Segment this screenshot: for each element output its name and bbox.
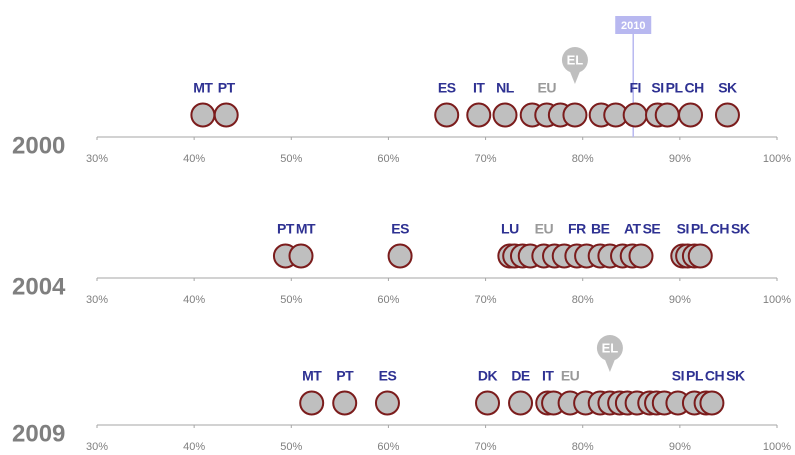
point-label: MT <box>193 80 213 96</box>
point-label: BE <box>591 221 610 237</box>
point-label: PL <box>666 80 684 96</box>
x-tick-label: 70% <box>475 294 497 306</box>
x-tick-label: 90% <box>669 153 691 165</box>
dot <box>492 102 518 128</box>
dot <box>714 102 740 128</box>
point-label: SI <box>651 80 663 96</box>
point-label: MT <box>296 221 316 237</box>
x-tick-label: 30% <box>86 441 108 453</box>
point-label: SK <box>726 368 745 384</box>
x-tick-label: 30% <box>86 153 108 165</box>
point-label: FR <box>568 221 586 237</box>
point-label: DE <box>511 368 530 384</box>
point-label: IT <box>542 368 554 384</box>
dot <box>562 102 588 128</box>
x-tick-label: 40% <box>183 294 205 306</box>
point-label: PL <box>691 221 709 237</box>
point-label: EU <box>561 368 580 384</box>
point-label: CH <box>685 80 705 96</box>
year-label: 2009 <box>12 420 65 447</box>
dot <box>654 102 680 128</box>
x-tick-label: 100% <box>763 441 791 453</box>
year-label: 2004 <box>12 273 66 300</box>
callout-pointer <box>568 69 581 84</box>
dot <box>475 390 501 416</box>
point-label: SE <box>643 221 661 237</box>
point-label: MT <box>302 368 322 384</box>
x-tick-label: 80% <box>572 294 594 306</box>
point-label: EU <box>535 221 554 237</box>
dot <box>299 390 325 416</box>
dot <box>190 102 216 128</box>
x-tick-label: 80% <box>572 153 594 165</box>
dot <box>699 390 725 416</box>
point-label: PT <box>336 368 354 384</box>
point-label: NL <box>496 80 515 96</box>
dot <box>332 390 358 416</box>
x-tick-label: 100% <box>763 153 791 165</box>
point-label: CH <box>710 221 730 237</box>
point-label: ES <box>438 80 456 96</box>
x-tick-label: 60% <box>377 294 399 306</box>
point-label: SK <box>731 221 750 237</box>
x-tick-label: 90% <box>669 294 691 306</box>
dot <box>466 102 492 128</box>
point-label: LU <box>501 221 519 237</box>
point-label: EU <box>538 80 557 96</box>
callout-label: EL <box>567 52 584 67</box>
dot <box>374 390 400 416</box>
callout-bubble <box>596 335 623 361</box>
point-label: ES <box>391 221 409 237</box>
point-label: PT <box>277 221 295 237</box>
dot <box>508 390 534 416</box>
dot <box>622 102 648 128</box>
x-tick-label: 60% <box>377 441 399 453</box>
dot <box>434 102 460 128</box>
annotation-label: 2010 <box>621 20 645 32</box>
x-tick-label: 40% <box>183 153 205 165</box>
x-tick-label: 50% <box>280 441 302 453</box>
point-label: FI <box>629 80 640 96</box>
point-label: AT <box>624 221 642 237</box>
dot <box>387 243 413 269</box>
callout-label: EL <box>602 340 619 355</box>
x-tick-label: 40% <box>183 441 205 453</box>
point-label: PL <box>686 368 704 384</box>
dot <box>213 102 239 128</box>
x-tick-label: 70% <box>475 441 497 453</box>
point-label: ES <box>379 368 397 384</box>
point-label: SI <box>672 368 684 384</box>
point-label: CH <box>705 368 725 384</box>
point-label: IT <box>473 80 485 96</box>
x-tick-label: 80% <box>572 441 594 453</box>
x-tick-label: 60% <box>377 153 399 165</box>
point-label: PT <box>218 80 236 96</box>
annotation-box <box>615 16 652 34</box>
point-label: DK <box>478 368 498 384</box>
dot <box>678 102 704 128</box>
x-tick-label: 50% <box>280 294 302 306</box>
callout-pointer <box>603 357 616 372</box>
dot <box>687 243 713 269</box>
dot <box>628 243 654 269</box>
point-label: SI <box>677 221 689 237</box>
x-tick-label: 90% <box>669 441 691 453</box>
dot <box>288 243 314 269</box>
year-label: 2000 <box>12 132 65 159</box>
x-tick-label: 50% <box>280 153 302 165</box>
x-tick-label: 70% <box>475 153 497 165</box>
point-label: SK <box>718 80 737 96</box>
callout-bubble <box>561 47 588 73</box>
x-tick-label: 100% <box>763 294 791 306</box>
x-tick-label: 30% <box>86 294 108 306</box>
